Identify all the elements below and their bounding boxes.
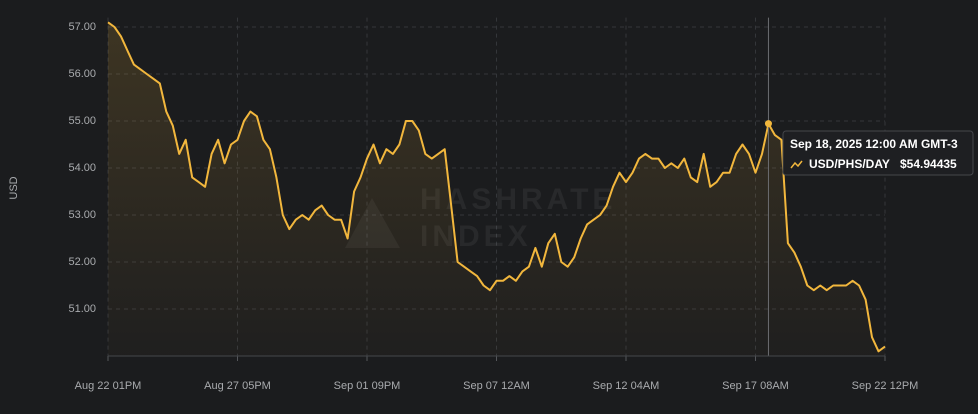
y-tick-label: 52.00 (68, 256, 96, 268)
x-tick-label: Sep 22 12PM (852, 380, 919, 392)
area (108, 22, 885, 357)
y-tick-label: 56.00 (68, 68, 96, 80)
x-tick-label: Sep 01 09PM (334, 380, 401, 392)
hover-point (764, 120, 772, 128)
x-tick-label: Aug 22 01PM (75, 380, 142, 392)
tooltip-icon (790, 160, 803, 169)
line (107, 21, 886, 353)
tooltip-title: Sep 18, 2025 12:00 AM GMT-3 (790, 137, 958, 151)
y-axis-label: USD (8, 176, 20, 199)
tooltip: Sep 18, 2025 12:00 AM GMT-3 USD/PHS/DAY … (782, 130, 974, 176)
tooltip-value: $54.94435 (900, 157, 957, 171)
x-tick-label: Sep 12 04AM (593, 380, 660, 392)
y-tick-label: 53.00 (68, 209, 96, 221)
plot (107, 17, 886, 357)
tooltip-box (782, 130, 974, 176)
y-tick-label: 54.00 (68, 162, 96, 174)
x-tick-label: Aug 27 05PM (204, 380, 271, 392)
y-tick-label: 57.00 (68, 21, 96, 33)
y-tick-label: 55.00 (68, 115, 96, 127)
x-tick-label: Sep 07 12AM (463, 380, 530, 392)
x-tick-label: Sep 17 08AM (722, 380, 789, 392)
tooltip-series: USD/PHS/DAY (809, 157, 890, 171)
y-tick-label: 51.00 (68, 303, 96, 315)
